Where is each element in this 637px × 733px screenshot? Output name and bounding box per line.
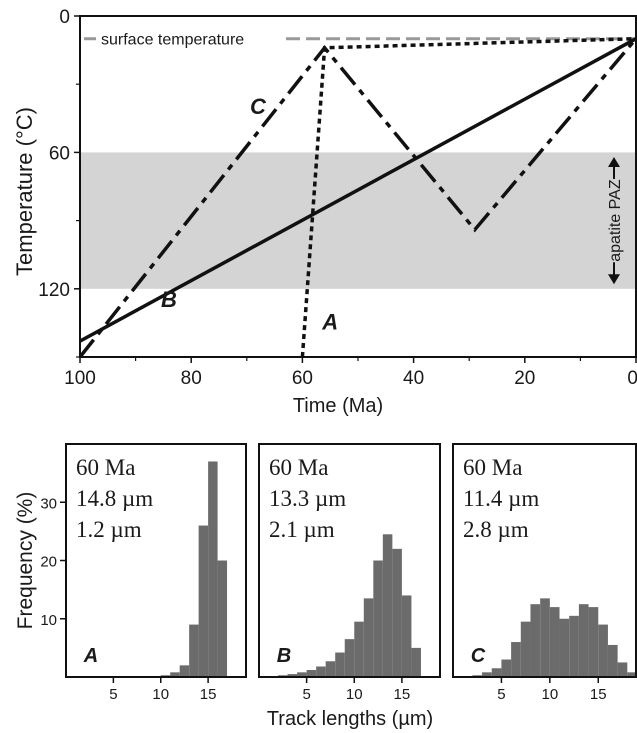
histogram-bar [382,534,393,677]
x-tick-label: 100 [64,368,96,389]
histogram-bar [491,668,502,677]
hist-x-tick-label: 15 [394,686,411,703]
histogram-bar [189,624,199,677]
histogram-bar [306,670,317,677]
y-tick-label: 60 [49,143,70,164]
panel-annotation: 2.1 µm [269,517,335,542]
hist-x-tick-label: 10 [541,686,558,703]
panel-annotation: 14.8 µm [76,486,153,511]
paz-arrow-head-up [608,156,620,167]
apatite-paz-band [80,152,636,289]
histogram-bar [373,560,383,677]
histogram-panel-c: 5 10 15 C 60 Ma 11.4 µm 2.8 µm [452,443,637,703]
histogram-bar [198,525,209,677]
panel-annotation: 13.3 µm [269,486,346,511]
hist-y-tick-label: 10 [40,612,57,629]
histogram-bar [511,642,521,677]
panel-annotation: 60 Ma [269,455,328,480]
histogram-bar [325,661,336,677]
histogram-frame [452,443,637,678]
series-line-b [80,37,636,343]
histogram-bar [501,659,512,677]
x-tick-label: 80 [181,368,202,389]
histogram-bar [540,598,550,677]
hist-x-tick-label: 10 [152,686,169,703]
y-tick-label: 120 [38,280,70,301]
histogram-frame [258,443,441,678]
histogram-bar [578,604,589,677]
surface-temperature-label: surface temperature [101,32,244,49]
paz-arrow-head-down [608,274,620,285]
panel-annotation: 2.8 µm [463,517,529,542]
hist-x-tick-label: 15 [590,686,607,703]
histogram-bar [316,666,326,677]
hist-x-tick-label: 10 [346,686,363,703]
x-axis-title: Time (Ma) [293,395,383,417]
series-label-c: C [250,94,267,119]
series-line-c [80,37,636,357]
histogram-bar [482,672,492,677]
panel-annotation: 1.2 µm [76,517,142,542]
histogram-bar [335,652,345,677]
hist-x-tick-label: 5 [302,686,310,703]
series-label-b: B [161,287,177,312]
hist-x-tick-label: 15 [200,686,217,703]
histogram-bar [530,604,541,677]
apatite-paz-label: apatite PAZ [607,179,624,262]
hist-y-tick-label: 30 [40,495,57,512]
histogram-bar [559,618,570,677]
histogram-bar [217,560,228,677]
hist-y-axis-title: Frequency (%) [14,492,37,630]
histogram-bar [179,665,190,677]
x-tick-label: 0 [627,368,637,389]
x-tick-label: 40 [403,368,424,389]
histogram-bar [627,672,637,677]
histogram-bar [411,647,421,678]
histogram-bar [401,595,412,677]
histogram-bar [617,662,628,677]
histogram-bar [607,644,618,677]
track-length-histograms: 5 10 15 A 60 Ma 14.8 µm 1.2 µm 10 20 30 5 10 15 B 60 M… [14,443,637,730]
histogram-bar [287,674,298,677]
histogram-bar [354,621,364,677]
histogram-bar [344,639,355,677]
panel-label-b: B [277,645,291,667]
histogram-bar [170,672,180,677]
panel-label-c: C [471,645,486,667]
panel-annotation: 11.4 µm [463,486,539,511]
histogram-bar [598,624,608,677]
histogram-bar [520,621,531,677]
histogram-bar [588,607,599,677]
x-tick-label: 20 [514,368,535,389]
panel-annotation: 60 Ma [463,455,522,480]
series-label-a: A [321,310,338,335]
y-axis-title: Temperature (°C) [12,107,37,276]
hist-x-tick-label: 5 [109,686,117,703]
histogram-bar [392,548,402,677]
hist-x-tick-label: 5 [497,686,505,703]
hist-x-axis-title: Track lengths (µm) [267,708,433,730]
x-tick-label: 60 [292,368,313,389]
hist-y-tick-label: 20 [40,554,57,571]
y-tick-label: 0 [59,7,70,28]
histogram-panel-a: 5 10 15 A 60 Ma 14.8 µm 1.2 µm 10 20 30 [40,443,247,703]
histogram-bar [208,461,218,677]
histogram-panel-b: 5 10 15 B 60 Ma 13.3 µm 2.1 µm [258,443,441,703]
panel-annotation: 60 Ma [76,455,135,480]
histogram-bar [569,615,579,677]
histogram-bar [297,672,307,677]
histogram-bar [363,598,374,677]
histogram-bar [549,607,560,677]
panel-label-a: A [83,645,98,667]
